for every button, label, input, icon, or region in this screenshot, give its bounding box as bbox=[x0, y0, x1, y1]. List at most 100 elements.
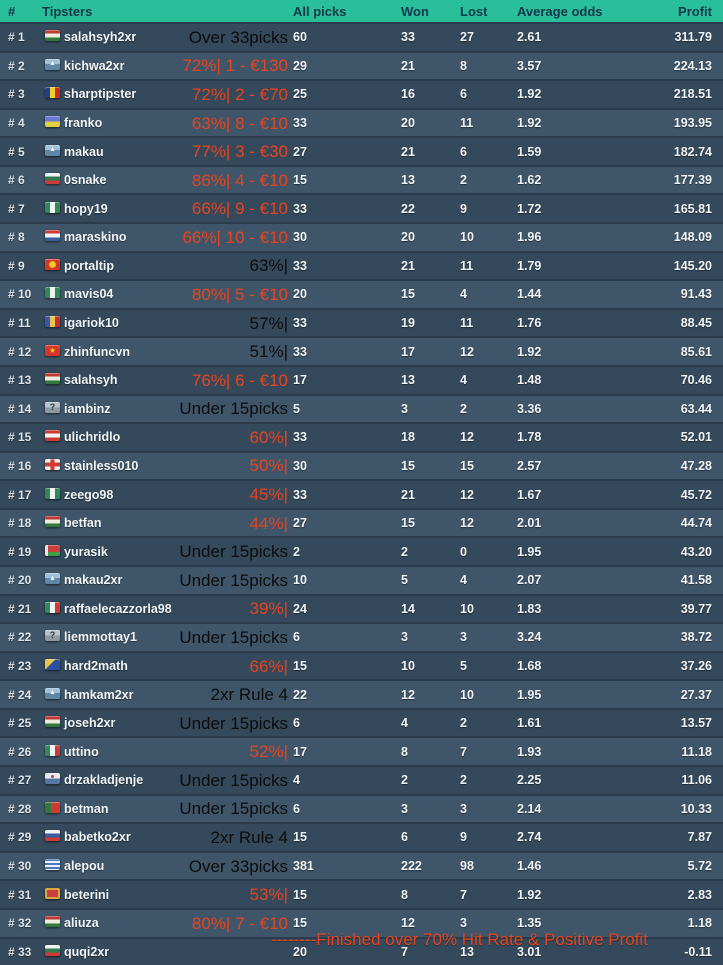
all-picks-value: 30 bbox=[293, 230, 307, 245]
tipster-name-link[interactable]: raffaelecazzorla98 bbox=[64, 601, 172, 616]
table-row[interactable]: # 18 betfan 44%| 27 15 12 2.01 44.74 bbox=[0, 507, 723, 537]
all-picks-value: 24 bbox=[293, 601, 307, 616]
table-row[interactable]: # 8 maraskino 66%| 10 - €10 30 20 10 1.9… bbox=[0, 222, 723, 251]
all-picks-value: 33 bbox=[293, 116, 307, 131]
table-row[interactable]: # 13 salahsyh 76%| 6 - €10 17 13 4 1.48 … bbox=[0, 364, 723, 394]
lost-value: 11 bbox=[460, 316, 474, 331]
table-row[interactable]: # 12 zhinfuncvn 51%| 33 17 12 1.92 85.61 bbox=[0, 336, 723, 365]
tipster-name-link[interactable]: alepou bbox=[64, 859, 105, 874]
profit-value: 63.44 bbox=[680, 401, 712, 416]
table-row[interactable]: # 9 portaltip 63%| 33 21 11 1.79 145.20 bbox=[0, 250, 723, 280]
tipster-name-link[interactable]: hamkam2xr bbox=[64, 687, 134, 702]
tipster-name-link[interactable]: babetko2xr bbox=[64, 830, 131, 845]
tipster-name-link[interactable]: maraskino bbox=[64, 230, 127, 245]
table-row[interactable]: # 29 babetko2xr 2xr Rule 4 15 6 9 2.74 7… bbox=[0, 822, 723, 851]
all-picks-value: 33 bbox=[293, 258, 307, 273]
tipster-name-link[interactable]: liemmottay1 bbox=[64, 630, 137, 645]
all-picks-value: 27 bbox=[293, 144, 307, 159]
tipster-name-link[interactable]: iambinz bbox=[64, 401, 111, 416]
table-row[interactable]: # 23 hard2math 66%| 15 10 5 1.68 37.26 bbox=[0, 650, 723, 680]
tipster-name-link[interactable]: hard2math bbox=[64, 659, 128, 673]
table-row[interactable]: # 22 liemmottay1 Under 15picks 6 3 3 3.2… bbox=[0, 622, 723, 651]
tipster-name-link[interactable]: salahsyh bbox=[64, 373, 118, 388]
table-row[interactable]: # 26 uttino 52%| 17 8 7 1.93 11.18 bbox=[0, 736, 723, 766]
table-row[interactable]: # 1 salahsyh2xr Over 33picks 60 33 27 2.… bbox=[0, 22, 723, 51]
tipster-name-link[interactable]: yurasik bbox=[64, 544, 108, 559]
all-picks-value: 17 bbox=[293, 744, 307, 759]
tipster-name-link[interactable]: quqi2xr bbox=[64, 944, 110, 959]
table-row[interactable]: # 27 drzakladjenje Under 15picks 4 2 2 2… bbox=[0, 765, 723, 794]
status-label: 66%| 10 - €10 bbox=[182, 227, 288, 247]
tipster-name-link[interactable]: portaltip bbox=[64, 258, 114, 273]
table-row[interactable]: # 10 mavis04 80%| 5 - €10 20 15 4 1.44 9… bbox=[0, 279, 723, 308]
tipster-name-link[interactable]: zhinfuncvn bbox=[64, 344, 130, 359]
status-label: 77%| 3 - €30 bbox=[191, 142, 288, 162]
table-row[interactable]: # 4 franko 63%| 8 - €10 33 20 11 1.92 19… bbox=[0, 107, 723, 137]
table-row[interactable]: # 2 kichwa2xr 72%| 1 - €130 29 21 8 3.57… bbox=[0, 50, 723, 80]
tipster-name-link[interactable]: igariok10 bbox=[64, 316, 119, 331]
tipster-name-link[interactable]: makau bbox=[64, 144, 104, 159]
tipster-name-link[interactable]: betfan bbox=[64, 516, 102, 531]
tipster-name-link[interactable]: makau2xr bbox=[64, 573, 123, 588]
table-row[interactable]: # 33 quqi2xr 20 7 13 3.01 -0.11 bbox=[0, 936, 723, 965]
tipster-name-link[interactable]: zeego98 bbox=[64, 487, 114, 502]
profit-value: 52.01 bbox=[680, 430, 712, 445]
table-row[interactable]: # 14 iambinz Under 15picks 5 3 2 3.36 63… bbox=[0, 393, 723, 423]
all-picks-value: 29 bbox=[293, 58, 307, 73]
table-row[interactable]: # 7 hopy19 66%| 9 - €10 33 22 9 1.72 165… bbox=[0, 193, 723, 223]
table-row[interactable]: # 31 beterini 53%| 15 8 7 1.92 2.83 bbox=[0, 879, 723, 908]
table-row[interactable]: # 21 raffaelecazzorla98 39%| 24 14 10 1.… bbox=[0, 593, 723, 623]
average-odds-value: 1.93 bbox=[517, 744, 542, 759]
tipster-name-link[interactable]: betman bbox=[64, 801, 109, 816]
table-row[interactable]: # 20 makau2xr Under 15picks 10 5 4 2.07 … bbox=[0, 564, 723, 594]
profit-value: 165.81 bbox=[673, 201, 712, 216]
tipster-name-link[interactable]: joseh2xr bbox=[64, 716, 116, 731]
table-row[interactable]: # 30 alepou Over 33picks 381 222 98 1.46… bbox=[0, 850, 723, 880]
avatar-crest-icon bbox=[45, 773, 60, 785]
table-row[interactable]: # 17 zeego98 45%| 33 21 12 1.67 45.72 bbox=[0, 479, 723, 508]
status-label: Under 15picks bbox=[179, 570, 288, 590]
rank-label: # 32 bbox=[8, 916, 32, 931]
tipster-name-link[interactable]: beterini bbox=[64, 887, 110, 902]
avatar-mountain-icon bbox=[45, 573, 60, 585]
tipster-name-link[interactable]: stainless010 bbox=[64, 458, 139, 473]
won-value: 13 bbox=[401, 373, 415, 388]
table-row[interactable]: # 19 yurasik Under 15picks 2 2 0 1.95 43… bbox=[0, 536, 723, 565]
flag-italy-icon bbox=[45, 744, 60, 756]
rank-label: # 29 bbox=[8, 830, 32, 845]
tipster-name-link[interactable]: aliuza bbox=[64, 916, 99, 931]
tipster-name-link[interactable]: hopy19 bbox=[64, 201, 108, 216]
won-value: 33 bbox=[401, 30, 415, 45]
flag-nigeria-icon bbox=[45, 287, 60, 299]
table-row[interactable]: # 11 igariok10 57%| 33 19 11 1.76 88.45 bbox=[0, 307, 723, 337]
table-row[interactable]: # 24 hamkam2xr 2xr Rule 4 22 12 10 1.95 … bbox=[0, 679, 723, 708]
tipster-name-link[interactable]: salahsyh2xr bbox=[64, 30, 137, 45]
tipster-name-link[interactable]: kichwa2xr bbox=[64, 58, 125, 73]
table-row[interactable]: # 25 joseh2xr Under 15picks 6 4 2 1.61 1… bbox=[0, 707, 723, 737]
won-value: 21 bbox=[401, 487, 415, 502]
table-body: # 1 salahsyh2xr Over 33picks 60 33 27 2.… bbox=[0, 22, 723, 965]
won-value: 20 bbox=[401, 116, 415, 131]
tipster-name-link[interactable]: 0snake bbox=[64, 173, 107, 188]
avatar-mountain-icon bbox=[45, 58, 60, 70]
flag-austria-icon bbox=[45, 430, 60, 442]
table-row[interactable]: # 15 ulichridlo 60%| 33 18 12 1.78 52.01 bbox=[0, 422, 723, 451]
lost-value: 11 bbox=[460, 116, 474, 131]
table-row[interactable]: # 16 stainless010 50%| 30 15 15 2.57 47.… bbox=[0, 450, 723, 480]
table-row[interactable]: # 3 sharptipster 72%| 2 - €70 25 16 6 1.… bbox=[0, 79, 723, 108]
tipster-name-link[interactable]: sharptipster bbox=[64, 87, 137, 102]
rank-label: # 5 bbox=[8, 144, 25, 159]
won-value: 18 bbox=[401, 430, 415, 445]
rank-label: # 23 bbox=[8, 659, 32, 673]
profit-value: 1.18 bbox=[687, 916, 712, 931]
tipster-name-link[interactable]: drzakladjenje bbox=[64, 773, 144, 788]
status-label: 80%| 5 - €10 bbox=[191, 284, 288, 304]
tipster-name-link[interactable]: ulichridlo bbox=[64, 430, 121, 445]
tipster-name-link[interactable]: uttino bbox=[64, 744, 99, 759]
table-row[interactable]: # 6 0snake 86%| 4 - €10 15 13 2 1.62 177… bbox=[0, 164, 723, 194]
tipster-name-link[interactable]: mavis04 bbox=[64, 287, 114, 302]
table-row[interactable]: # 32 aliuza 80%| 7 - €10 15 12 3 1.35 1.… bbox=[0, 907, 723, 937]
tipster-name-link[interactable]: franko bbox=[64, 116, 103, 131]
table-row[interactable]: # 28 betman Under 15picks 6 3 3 2.14 10.… bbox=[0, 793, 723, 823]
table-row[interactable]: # 5 makau 77%| 3 - €30 27 21 6 1.59 182.… bbox=[0, 136, 723, 165]
